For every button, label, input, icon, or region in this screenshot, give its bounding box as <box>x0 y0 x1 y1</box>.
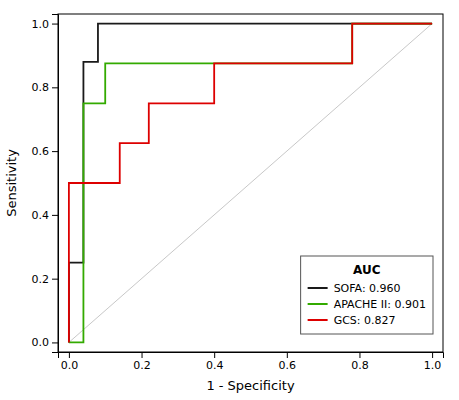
tick-label: 0.8 <box>351 359 369 372</box>
tick: 0.0 <box>32 336 59 349</box>
y-axis-title: Sensitivity <box>4 149 19 217</box>
roc-curve <box>69 24 432 343</box>
tick-label: 0.2 <box>133 359 151 372</box>
plot-area <box>69 24 432 343</box>
tick: 0.8 <box>32 81 59 94</box>
y-axis: 0.0 0.2 0.4 0.6 0.8 1.0 <box>32 15 59 353</box>
legend-swatch <box>308 319 328 321</box>
roc-curve <box>69 24 432 343</box>
tick: 0.6 <box>32 145 59 158</box>
tick: 0.8 <box>351 352 369 372</box>
tick-mark <box>287 352 288 358</box>
tick-label: 0.4 <box>206 359 224 372</box>
legend-label: SOFA: 0.960 <box>334 282 401 295</box>
legend-entry: APACHE II: 0.901 <box>308 298 426 311</box>
legend-label: APACHE II: 0.901 <box>334 298 426 311</box>
tick-mark <box>359 352 360 358</box>
tick-label: 0.4 <box>32 209 50 222</box>
legend-entry: SOFA: 0.960 <box>308 282 401 295</box>
tick-mark <box>52 151 58 152</box>
x-axis-title: 1 - Specificity <box>206 378 295 393</box>
tick-mark <box>214 352 215 358</box>
tick-label: 0.6 <box>32 145 50 158</box>
legend: AUC SOFA: 0.960 APACHE II: 0.901 GCS: 0.827 <box>301 256 433 334</box>
tick-mark <box>69 352 70 358</box>
tick-mark <box>52 87 58 88</box>
plot-frame <box>58 14 443 352</box>
tick-mark <box>432 352 433 358</box>
tick-mark <box>52 279 58 280</box>
tick-mark <box>52 342 58 343</box>
legend-label: GCS: 0.827 <box>334 314 396 327</box>
x-axis-line <box>59 353 444 359</box>
legend-title: AUC <box>353 263 381 277</box>
y-axis-line <box>52 15 59 353</box>
legend-entry: GCS: 0.827 <box>308 314 396 327</box>
tick-mark <box>52 215 58 216</box>
tick-mark <box>52 24 58 25</box>
chart: 0.0 0.2 0.4 0.6 0.8 1.0 0.0 0.2 0.4 0.6 0.8 1.0 1 - … <box>0 0 459 400</box>
tick-label: 0.0 <box>61 359 79 372</box>
tick: 0.6 <box>279 352 297 372</box>
tick-mark <box>142 352 143 358</box>
tick: 0.2 <box>32 273 59 286</box>
tick: 0.2 <box>133 352 151 372</box>
tick-label: 0.0 <box>32 336 50 349</box>
legend-swatch <box>308 303 328 305</box>
tick: 0.4 <box>32 209 59 222</box>
x-axis: 0.0 0.2 0.4 0.6 0.8 1.0 <box>59 352 444 372</box>
tick-label: 0.8 <box>32 81 50 94</box>
tick-label: 1.0 <box>32 18 50 31</box>
tick: 1.0 <box>32 18 59 31</box>
roc-curve <box>69 24 432 343</box>
tick-label: 0.2 <box>32 273 50 286</box>
reference-line <box>69 24 432 343</box>
tick-label: 0.6 <box>279 359 297 372</box>
tick: 0.4 <box>206 352 224 372</box>
tick-label: 1.0 <box>424 359 442 372</box>
tick: 0.0 <box>61 352 79 372</box>
legend-box <box>301 256 433 334</box>
tick: 1.0 <box>424 352 442 372</box>
legend-swatch <box>308 287 328 289</box>
